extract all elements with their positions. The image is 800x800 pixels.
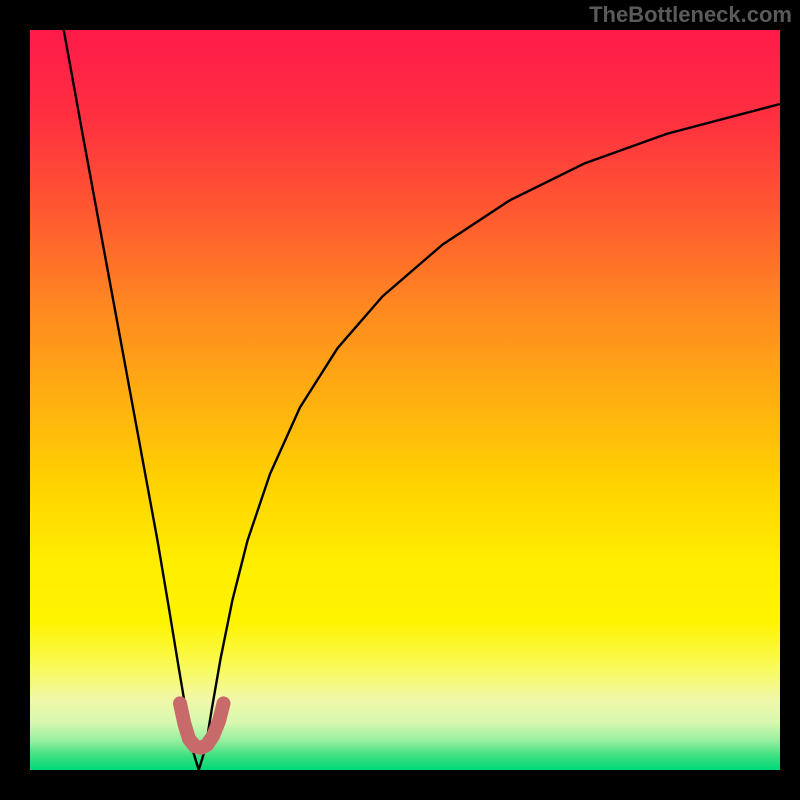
chart-background (30, 30, 780, 770)
watermark-text: TheBottleneck.com (589, 2, 792, 28)
bottleneck-chart (0, 0, 800, 800)
